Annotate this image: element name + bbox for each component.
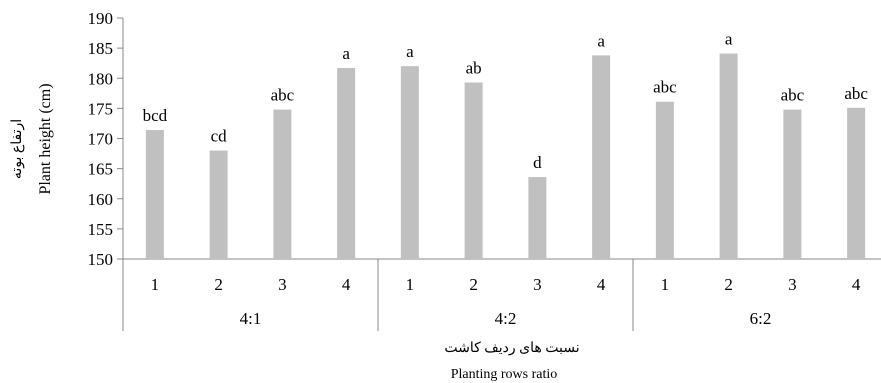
- y-ticks: 150 155 160 165 170 175 180 185 190: [88, 9, 123, 269]
- bar: [464, 82, 483, 259]
- y-tick-label: 190: [88, 9, 114, 28]
- bar: [400, 66, 419, 259]
- bar: [145, 130, 164, 259]
- x-category-label: 3: [788, 275, 797, 294]
- significance-label: d: [533, 153, 542, 172]
- significance-label: ab: [466, 58, 482, 77]
- x-axis-title-persian: نسبت های ردیف کاشت: [444, 341, 579, 356]
- x-category-label: 4: [852, 275, 861, 294]
- significance-label: a: [597, 31, 605, 50]
- x-category-label: 2: [214, 275, 223, 294]
- x-group-label: 4:1: [240, 309, 262, 328]
- bars: bcd cd abc a a ab d a abc a abc abc: [143, 30, 868, 260]
- x-category-label: 1: [661, 275, 670, 294]
- y-tick-label: 155: [88, 220, 114, 239]
- bar: [847, 107, 866, 260]
- y-tick-label: 165: [88, 160, 114, 179]
- y-tick-label: 150: [88, 250, 114, 269]
- significance-label: abc: [653, 78, 677, 97]
- x-category-label: 4: [342, 275, 351, 294]
- bar: [655, 101, 674, 259]
- bar: [719, 53, 738, 259]
- x-group-label: 6:2: [750, 309, 772, 328]
- significance-label: abc: [844, 84, 868, 103]
- y-tick-label: 170: [88, 130, 114, 149]
- significance-label: a: [725, 30, 733, 49]
- x-group-label: 4:2: [495, 309, 517, 328]
- x-category-labels: 1 2 3 4 1 2 3 4 1 2 3 4: [151, 275, 861, 294]
- significance-label: abc: [271, 86, 295, 105]
- bar: [337, 68, 356, 259]
- significance-label: a: [342, 44, 350, 63]
- bar: [783, 109, 802, 259]
- x-axis-title: Planting rows ratio: [451, 367, 558, 382]
- x-category-label: 1: [151, 275, 160, 294]
- significance-label: a: [406, 42, 414, 61]
- x-category-label: 2: [469, 275, 478, 294]
- x-category-label: 2: [724, 275, 733, 294]
- y-tick-label: 160: [88, 190, 114, 209]
- y-axis-title: Plant height (cm): [37, 83, 54, 194]
- y-tick-label: 175: [88, 99, 114, 118]
- bar: [592, 55, 611, 260]
- axes: [122, 18, 881, 260]
- significance-label: abc: [781, 86, 805, 105]
- x-category-label: 3: [278, 275, 287, 294]
- x-category-label: 1: [406, 275, 415, 294]
- significance-label: bcd: [143, 106, 168, 125]
- y-axis-title-persian: ارتفاع بوته: [10, 119, 25, 179]
- y-tick-label: 180: [88, 69, 114, 88]
- x-category-label: 4: [597, 275, 606, 294]
- bar: [209, 150, 228, 259]
- significance-label: cd: [211, 127, 228, 146]
- x-group-labels: 4:1 4:2 6:2: [122, 259, 772, 331]
- bar: [273, 109, 292, 259]
- bar: [528, 177, 547, 259]
- x-category-label: 3: [533, 275, 542, 294]
- y-tick-label: 185: [88, 39, 114, 58]
